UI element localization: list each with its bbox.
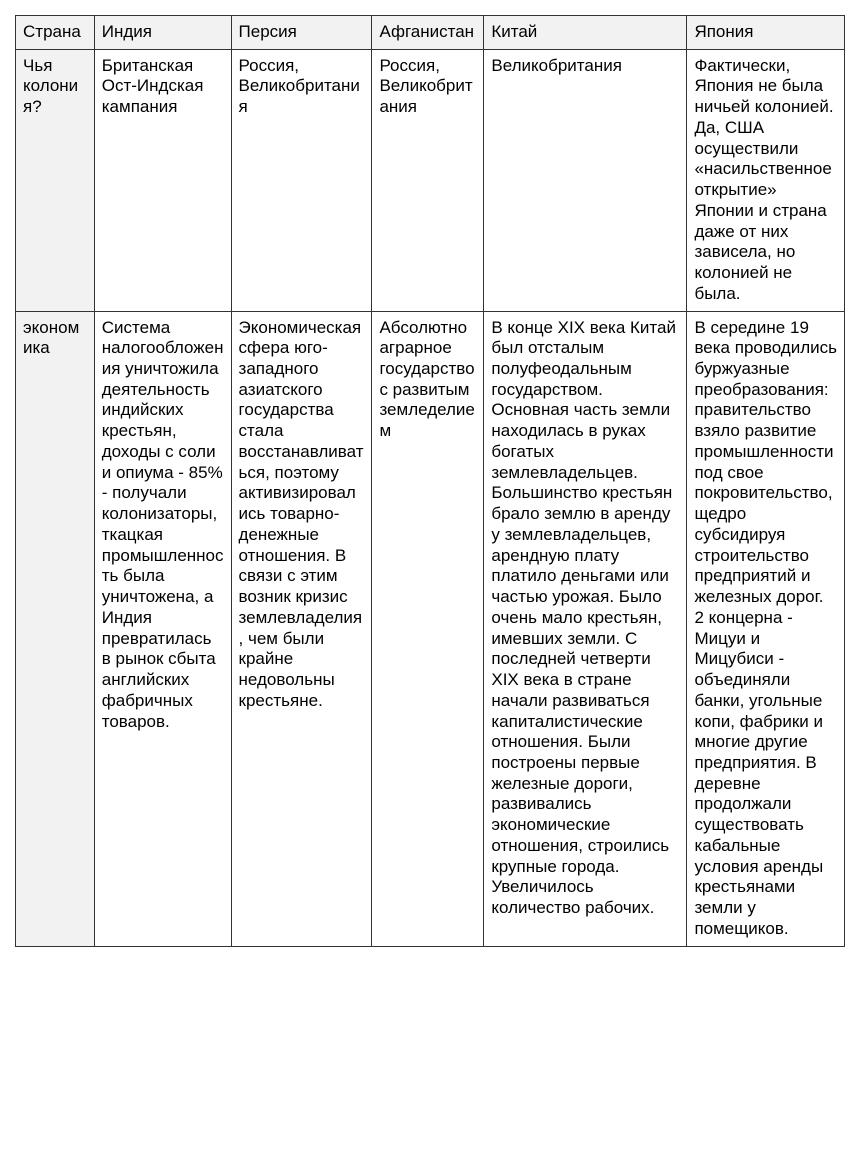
cell-japan-colony: Фактически, Япония не была ничьей колони…	[687, 49, 845, 311]
row-label-economy: экономика	[16, 311, 95, 946]
cell-china-colony: Великобритания	[484, 49, 687, 311]
header-india: Индия	[94, 16, 231, 50]
header-afghanistan: Афганистан	[372, 16, 484, 50]
cell-afghanistan-economy: Абсолютно аграрное государство с развиты…	[372, 311, 484, 946]
cell-china-economy: В конце XIX века Китай был отсталым полу…	[484, 311, 687, 946]
cell-india-colony: Британская Ост-Индская кампания	[94, 49, 231, 311]
table-header-row: Страна Индия Персия Афганистан Китай Япо…	[16, 16, 845, 50]
cell-persia-colony: Россия, Великобритания	[231, 49, 372, 311]
table-row: экономика Система налогообложения уничто…	[16, 311, 845, 946]
countries-table: Страна Индия Персия Афганистан Китай Япо…	[15, 15, 845, 947]
header-persia: Персия	[231, 16, 372, 50]
header-china: Китай	[484, 16, 687, 50]
row-label-colony: Чья колония?	[16, 49, 95, 311]
cell-persia-economy: Экономическая сфера юго-западного азиатс…	[231, 311, 372, 946]
header-country: Страна	[16, 16, 95, 50]
header-japan: Япония	[687, 16, 845, 50]
cell-afghanistan-colony: Россия, Великобритания	[372, 49, 484, 311]
table-row: Чья колония? Британская Ост-Индская камп…	[16, 49, 845, 311]
cell-india-economy: Система налогообложения уничтожила деяте…	[94, 311, 231, 946]
cell-japan-economy: В середине 19 века проводились буржуазны…	[687, 311, 845, 946]
